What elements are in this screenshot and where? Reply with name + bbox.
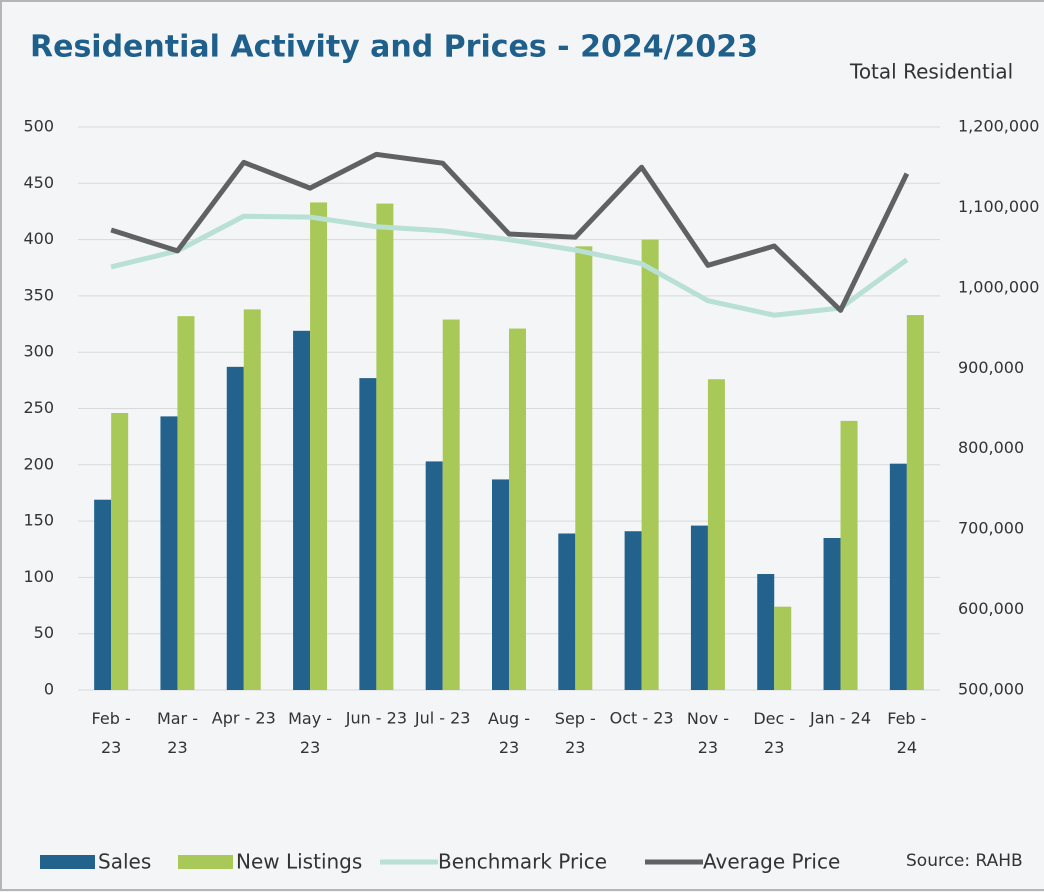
bar bbox=[641, 239, 659, 690]
bar bbox=[823, 537, 841, 690]
x-tick-label: Feb -23 bbox=[92, 709, 131, 757]
x-tick-label: May -23 bbox=[288, 709, 332, 757]
x-tick-label: Apr - 23 bbox=[212, 709, 276, 728]
y2-tick-label: 500,000 bbox=[958, 680, 1024, 699]
x-tick-label: Dec -23 bbox=[753, 709, 795, 757]
bar bbox=[774, 606, 792, 690]
y2-tick-label: 900,000 bbox=[958, 358, 1024, 377]
x-tick-label: Mar -23 bbox=[157, 709, 198, 757]
legend-swatch bbox=[178, 855, 233, 869]
y2-tick-label: 600,000 bbox=[958, 599, 1024, 618]
y2-tick-label: 1,000,000 bbox=[958, 277, 1039, 296]
legend-label: Benchmark Price bbox=[438, 850, 607, 874]
x-tick-label: Oct - 23 bbox=[610, 709, 674, 728]
y-tick-label: 450 bbox=[23, 173, 54, 192]
y2-tick-label: 1,100,000 bbox=[958, 197, 1039, 216]
x-tick-label: Sep -23 bbox=[555, 709, 596, 757]
bar bbox=[757, 574, 775, 690]
bar bbox=[906, 315, 924, 690]
y2-tick-label: 800,000 bbox=[958, 438, 1024, 457]
bar bbox=[690, 525, 708, 690]
bar bbox=[624, 531, 642, 690]
x-tick-label: Jul - 23 bbox=[414, 709, 471, 728]
y-tick-label: 250 bbox=[23, 398, 54, 417]
source: Source: RAHB bbox=[906, 851, 1023, 871]
y-tick-label: 350 bbox=[23, 285, 54, 304]
x-tick-label: Nov -23 bbox=[687, 709, 729, 757]
y-tick-label: 0 bbox=[44, 680, 54, 699]
legend-swatch bbox=[40, 855, 95, 869]
x-tick-label: Aug -23 bbox=[488, 709, 530, 757]
legend-label: Sales bbox=[98, 850, 151, 874]
x-tick-label: Feb -24 bbox=[887, 709, 926, 757]
bar bbox=[707, 379, 725, 690]
bar bbox=[94, 499, 112, 690]
bar bbox=[492, 479, 509, 690]
bar bbox=[310, 202, 328, 690]
y-tick-label: 500 bbox=[23, 117, 54, 136]
line bbox=[110, 213, 909, 318]
y-tick-label: 50 bbox=[34, 623, 54, 642]
chart-title: Residential Activity and Prices - 2024/2… bbox=[30, 30, 758, 65]
y-tick-label: 150 bbox=[23, 511, 54, 530]
y2-tick-label: 700,000 bbox=[958, 519, 1024, 538]
bar bbox=[293, 330, 311, 690]
bar bbox=[359, 378, 377, 690]
bar bbox=[111, 413, 129, 690]
bar bbox=[558, 533, 576, 690]
bar bbox=[160, 416, 178, 690]
bar bbox=[425, 461, 443, 690]
bar bbox=[509, 328, 526, 690]
legend-label: Average Price bbox=[703, 850, 840, 874]
bar bbox=[442, 319, 460, 690]
y2-axis-label: Total Residential bbox=[849, 60, 1013, 84]
bar bbox=[889, 463, 907, 690]
y-tick-label: 400 bbox=[23, 229, 54, 248]
bar bbox=[376, 203, 394, 690]
line bbox=[110, 151, 910, 313]
legend-label: New Listings bbox=[236, 850, 362, 874]
bar bbox=[226, 366, 244, 690]
y2-tick-label: 1,200,000 bbox=[958, 117, 1039, 136]
bar bbox=[575, 246, 593, 690]
x-tick-label: Jun - 23 bbox=[345, 709, 407, 728]
y-tick-label: 100 bbox=[23, 567, 54, 586]
bar bbox=[243, 309, 261, 690]
y-tick-label: 200 bbox=[23, 454, 54, 473]
x-tick-label: Jan - 24 bbox=[809, 709, 871, 728]
bar bbox=[177, 316, 195, 690]
bar bbox=[840, 420, 858, 690]
y-tick-label: 300 bbox=[23, 342, 54, 361]
